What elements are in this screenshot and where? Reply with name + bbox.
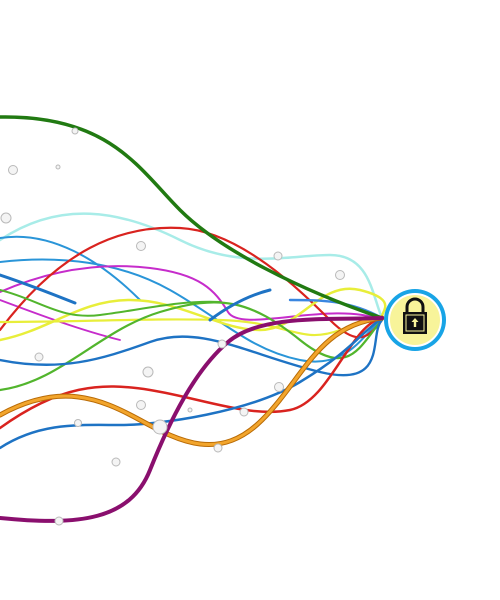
bubble (34, 352, 44, 362)
wire-green (0, 301, 384, 392)
bubble (239, 407, 249, 417)
bubble (111, 457, 121, 467)
wires (0, 115, 387, 523)
bubble (273, 251, 283, 261)
lock-arrow (411, 318, 419, 327)
bubble (54, 516, 64, 526)
lock-shackle (405, 297, 425, 313)
wire-orange (0, 316, 384, 446)
bubble (274, 382, 284, 392)
wire-purple (0, 316, 384, 523)
bubble (335, 270, 345, 280)
bubble (0, 212, 12, 224)
wire-blue-light (0, 235, 141, 301)
wire-magenta (0, 265, 383, 321)
wire-red-upper (0, 226, 384, 339)
bubble (74, 419, 82, 427)
bubble (217, 339, 227, 349)
bubbles (0, 127, 345, 526)
bubble (55, 164, 61, 170)
lock-badge (384, 289, 446, 351)
wire-red-lower (0, 316, 384, 430)
wire-blue-lower (0, 316, 384, 450)
bubble (71, 127, 79, 135)
wire-dark-green (0, 115, 384, 320)
wire-green-2 (0, 289, 221, 317)
bubble (8, 165, 18, 175)
wire-blue-dash-2 (208, 288, 272, 322)
lock-inner (405, 314, 425, 332)
bubble (213, 443, 223, 453)
bubble (187, 407, 193, 413)
wire-blue-dash (0, 273, 77, 305)
bubble (152, 419, 168, 435)
bubble (136, 241, 146, 251)
wire-light-cyan (0, 212, 384, 320)
bubble (136, 400, 146, 410)
bubble (142, 366, 154, 378)
